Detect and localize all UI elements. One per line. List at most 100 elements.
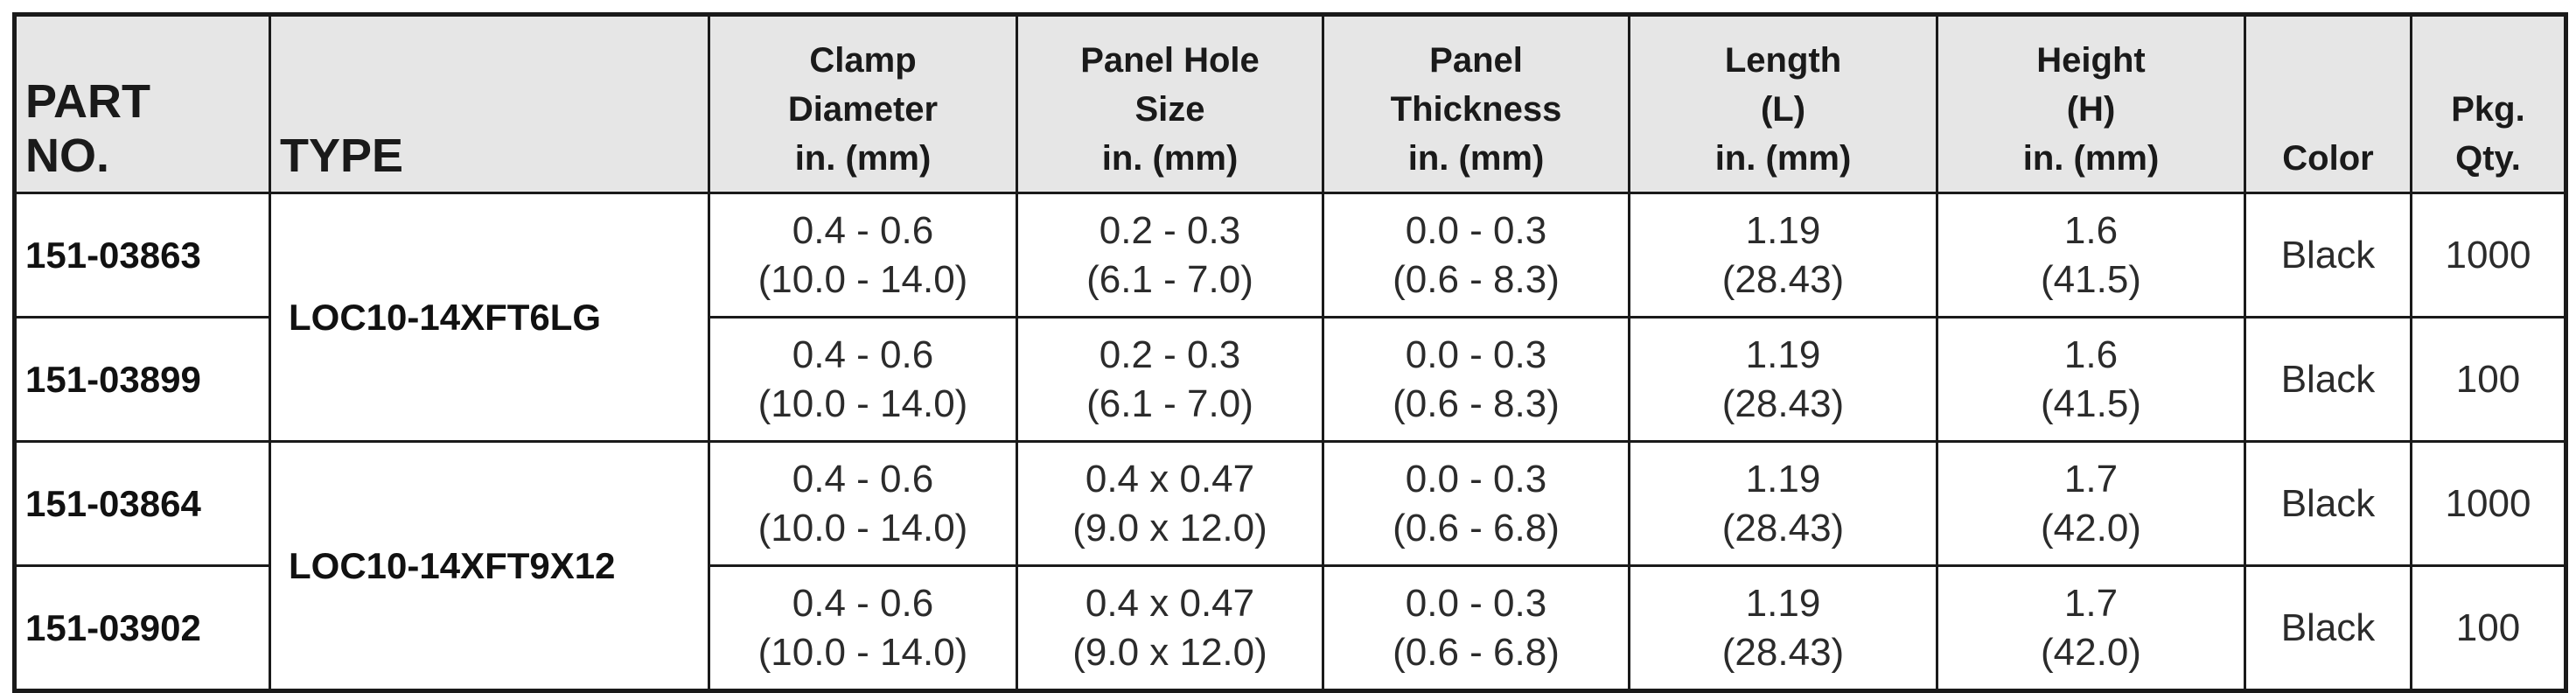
header-line: (L) [1760,90,1806,129]
pkg-qty-cell: 1000 [2410,440,2567,567]
value-mm: (28.43) [1721,630,1845,674]
header-part-no: PART NO. [13,13,271,194]
header-part-no-line: PART [25,75,150,128]
value-in: 1.7 [2063,581,2119,625]
value-mm: (42.0) [2041,630,2141,674]
height-cell: 1.6 (41.5) [1936,316,2246,443]
clamp-diameter-cell: 0.4 - 0.6 (10.0 - 14.0) [708,192,1018,318]
value-in: 1.19 [1745,457,1821,500]
value-in: 1.19 [1745,581,1821,625]
pkg-qty-cell: 100 [2410,316,2567,443]
header-line: in. (mm) [1714,139,1852,178]
value-in: 0.4 x 0.47 [1085,581,1255,625]
header-type: TYPE [269,13,710,194]
header-line: Clamp [809,41,917,80]
value-mm: (0.6 - 6.8) [1393,506,1560,550]
panel-thickness-cell: 0.0 - 0.3 (0.6 - 6.8) [1322,440,1630,567]
panel-thickness-cell: 0.0 - 0.3 (0.6 - 8.3) [1322,192,1630,318]
value-in: 0.0 - 0.3 [1405,457,1547,500]
value-in: 0.4 - 0.6 [792,457,934,500]
length-cell: 1.19 (28.43) [1628,316,1938,443]
parts-spec-table: PART NO. TYPE Clamp Diameter in. (mm) Pa… [12,12,2568,693]
part-number-cell: 151-03899 [13,316,271,443]
header-clamp-diameter: Clamp Diameter in. (mm) [708,13,1018,194]
value-mm: (10.0 - 14.0) [757,506,968,550]
header-line: (H) [2066,90,2116,129]
clamp-diameter-cell: 0.4 - 0.6 (10.0 - 14.0) [708,316,1018,443]
value-mm: (9.0 x 12.0) [1072,630,1267,674]
table-header: PART NO. TYPE Clamp Diameter in. (mm) Pa… [13,13,2567,194]
value-in: 0.2 - 0.3 [1099,208,1241,252]
value-in: 1.19 [1745,332,1821,376]
type-cell: LOC10-14XFT9X12 [269,440,710,692]
color-cell: Black [2244,192,2412,318]
value-mm: (28.43) [1721,506,1845,550]
header-line: in. (mm) [1407,139,1545,178]
value-mm: (42.0) [2041,506,2141,550]
value-in: 0.4 - 0.6 [792,332,934,376]
header-color: Color [2244,13,2412,194]
value-in: 1.19 [1745,208,1821,252]
color-cell: Black [2244,564,2412,692]
value-mm: (0.6 - 6.8) [1393,630,1560,674]
value-mm: (10.0 - 14.0) [757,630,968,674]
panel-hole-size-cell: 0.2 - 0.3 (6.1 - 7.0) [1016,192,1324,318]
value-mm: (9.0 x 12.0) [1072,506,1267,550]
value-in: 1.7 [2063,457,2119,500]
header-line: Height [2036,41,2146,80]
value-in: 0.2 - 0.3 [1099,332,1241,376]
part-number-cell: 151-03863 [13,192,271,318]
value-in: 0.0 - 0.3 [1405,208,1547,252]
header-line: Panel [1429,41,1523,80]
value-mm: (41.5) [2041,382,2141,425]
panel-thickness-cell: 0.0 - 0.3 (0.6 - 6.8) [1322,564,1630,692]
header-line: Color [2282,139,2374,178]
panel-hole-size-cell: 0.4 x 0.47 (9.0 x 12.0) [1016,564,1324,692]
height-cell: 1.6 (41.5) [1936,192,2246,318]
table-row: 151-03863 LOC10-14XFT6LG 0.4 - 0.6 (10.0 … [13,192,2567,443]
table-row: 151-03899 0.4 - 0.6 (10.0 - 14.0) 0.2 - 0… [13,316,2567,443]
value-in: 1.6 [2063,208,2119,252]
panel-hole-size-cell: 0.2 - 0.3 (6.1 - 7.0) [1016,316,1324,443]
value-mm: (28.43) [1721,257,1845,301]
type-cell: LOC10-14XFT6LG [269,192,710,443]
header-length: Length (L) in. (mm) [1628,13,1938,194]
panel-thickness-cell: 0.0 - 0.3 (0.6 - 8.3) [1322,316,1630,443]
pkg-qty-cell: 1000 [2410,192,2567,318]
value-in: 0.4 - 0.6 [792,581,934,625]
clamp-diameter-cell: 0.4 - 0.6 (10.0 - 14.0) [708,440,1018,567]
header-line: Panel Hole [1080,41,1260,80]
pkg-qty-cell: 100 [2410,564,2567,692]
value-mm: (28.43) [1721,382,1845,425]
value-in: 0.0 - 0.3 [1405,332,1547,376]
header-part-no-line: NO. [25,130,110,182]
header-type-label: TYPE [280,130,404,182]
value-mm: (6.1 - 7.0) [1086,382,1253,425]
header-line: Qty. [2455,139,2521,178]
header-pkg-qty: Pkg. Qty. [2410,13,2567,194]
color-cell: Black [2244,440,2412,567]
value-mm: (0.6 - 8.3) [1393,257,1560,301]
header-line: in. (mm) [2022,139,2160,178]
value-in: 0.4 x 0.47 [1085,457,1255,500]
header-line: Length [1724,41,1842,80]
header-line: Size [1134,90,1205,129]
header-panel-hole-size: Panel Hole Size in. (mm) [1016,13,1324,194]
value-mm: (10.0 - 14.0) [757,382,968,425]
value-mm: (41.5) [2041,257,2141,301]
header-line: Diameter [787,90,939,129]
header-height: Height (H) in. (mm) [1936,13,2246,194]
value-mm: (6.1 - 7.0) [1086,257,1253,301]
part-number-cell: 151-03864 [13,440,271,567]
part-number-cell: 151-03902 [13,564,271,692]
clamp-diameter-cell: 0.4 - 0.6 (10.0 - 14.0) [708,564,1018,692]
length-cell: 1.19 (28.43) [1628,440,1938,567]
value-mm: (10.0 - 14.0) [757,257,968,301]
header-line: Thickness [1390,90,1562,129]
header-panel-thickness: Panel Thickness in. (mm) [1322,13,1630,194]
header-line: in. (mm) [1101,139,1239,178]
value-mm: (0.6 - 8.3) [1393,382,1560,425]
height-cell: 1.7 (42.0) [1936,440,2246,567]
value-in: 1.6 [2063,332,2119,376]
table-row: 151-03864 LOC10-14XFT9X12 0.4 - 0.6 (10.0… [13,440,2567,692]
